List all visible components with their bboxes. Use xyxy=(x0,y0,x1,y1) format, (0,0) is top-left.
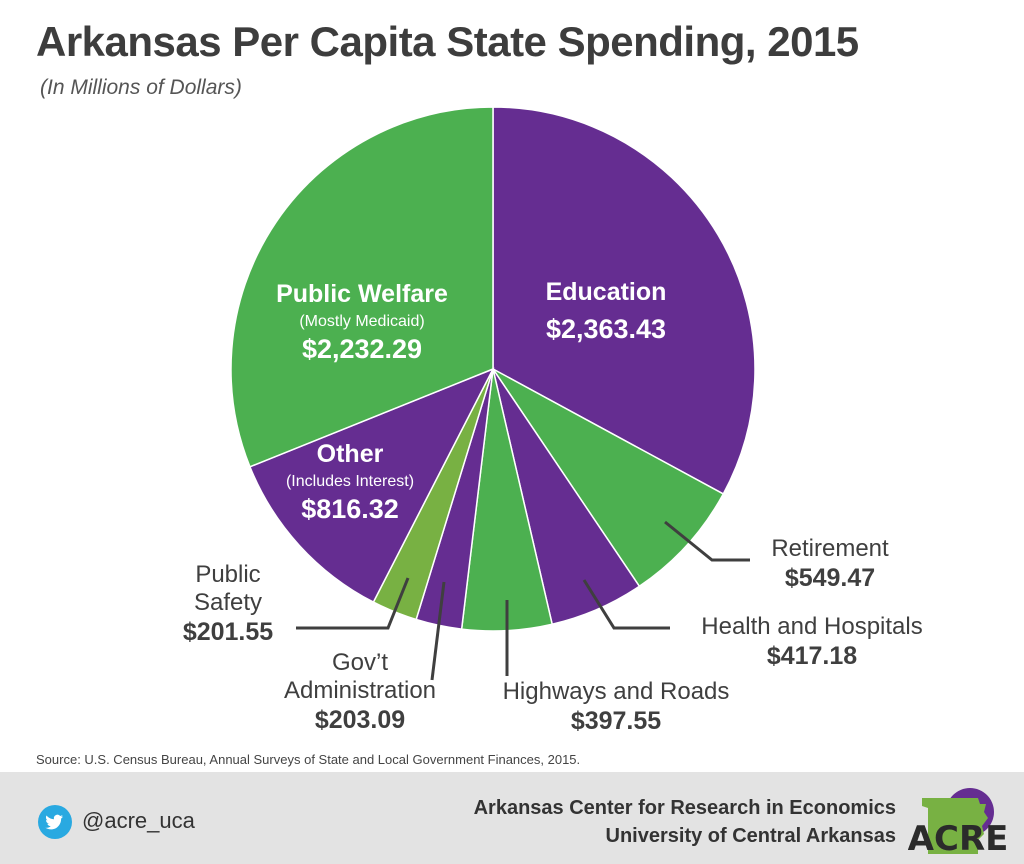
slice-label-gov-t-administration-line2: Administration xyxy=(284,677,436,704)
leader-line-public-safety xyxy=(296,577,410,630)
slice-label-education: Education xyxy=(546,278,667,306)
slice-label-health-and-hospitals: Health and Hospitals xyxy=(701,613,922,640)
chart-title: Arkansas Per Capita State Spending, 2015 xyxy=(36,18,859,65)
pie-slice-other xyxy=(248,367,495,604)
slice-value-gov-t-administration: $203.09 xyxy=(315,706,405,734)
slice-value-other: $816.32 xyxy=(301,494,399,524)
logo-text: ACRE xyxy=(908,819,1008,859)
pie-slice-education xyxy=(492,106,756,495)
twitter-icon[interactable] xyxy=(38,805,72,839)
pie-chart: Education $2,363.43 Retirement$549.47 Healt… xyxy=(183,106,923,735)
org-line-1: Arkansas Center for Research in Economic… xyxy=(473,797,896,819)
slice-label-public-safety-line1: Public xyxy=(195,561,260,588)
chart-subtitle: (In Millions of Dollars) xyxy=(40,76,242,99)
pie-slice-public-welfare xyxy=(230,106,494,468)
slice-value-public-welfare: $2,232.29 xyxy=(302,334,422,364)
acre-logo: ACRE xyxy=(908,788,1008,859)
pie-slice-retirement xyxy=(492,368,725,588)
slice-value-health-and-hospitals: $417.18 xyxy=(767,642,857,670)
source-note: Source: U.S. Census Bureau, Annual Surve… xyxy=(36,752,581,767)
twitter-handle[interactable]: @acre_uca xyxy=(82,808,195,833)
footer-bar: @acre_uca Arkansas Center for Research i… xyxy=(0,772,1024,864)
slice-label-retirement: Retirement xyxy=(771,535,889,562)
leader-line-health-and-hospitals xyxy=(582,579,670,630)
leader-line-gov-t-administration xyxy=(430,581,446,681)
slice-value-education: $2,363.43 xyxy=(546,314,666,344)
slice-value-retirement: $549.47 xyxy=(785,564,875,592)
leader-line-retirement xyxy=(664,520,750,562)
slice-label-public-welfare: Public Welfare xyxy=(276,280,448,308)
slice-value-highways-and-roads: $397.55 xyxy=(571,707,661,735)
slice-value-public-safety: $201.55 xyxy=(183,618,273,646)
slice-label-public-safety-line2: Safety xyxy=(194,589,262,616)
organization-name: Arkansas Center for Research in Economic… xyxy=(474,794,896,850)
slice-label-other: Other xyxy=(317,440,384,468)
slice-label-gov-t-administration-line1: Gov’t xyxy=(332,649,388,676)
org-line-2: University of Central Arkansas xyxy=(605,825,896,847)
slice-note-public-welfare: (Mostly Medicaid) xyxy=(299,313,424,330)
slice-note-other: (Includes Interest) xyxy=(286,473,414,490)
slice-label-highways-and-roads: Highways and Roads xyxy=(503,678,730,705)
